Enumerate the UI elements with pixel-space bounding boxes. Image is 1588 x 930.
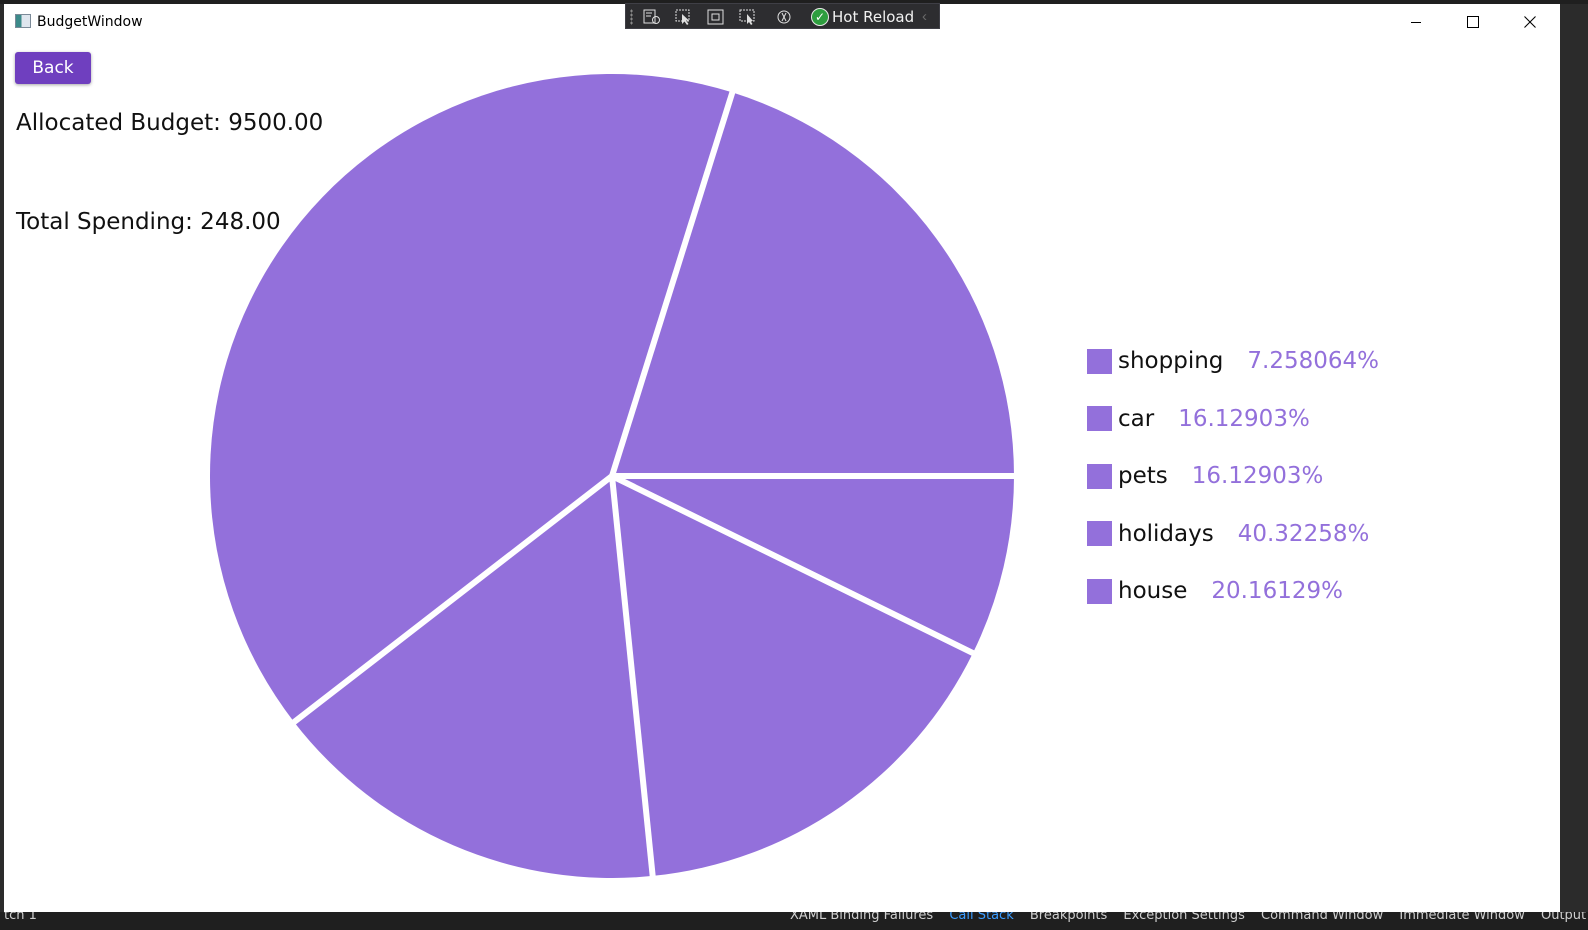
legend-percentage: 20.16129% <box>1211 578 1343 604</box>
hot-reload-toolbar: ✓ Hot Reload ‹ <box>625 3 940 29</box>
close-button[interactable] <box>1502 4 1558 40</box>
legend-swatch <box>1087 578 1112 604</box>
ide-background-top <box>0 0 1588 4</box>
spending-pie-chart <box>210 74 1014 878</box>
pie-slice-car <box>612 476 973 876</box>
collapse-toolbar-icon[interactable]: ‹ <box>922 8 927 25</box>
legend-percentage: 16.12903% <box>1191 463 1324 489</box>
display-adorners-icon[interactable] <box>706 8 726 26</box>
live-visual-tree-icon[interactable] <box>642 8 662 26</box>
budget-window: BudgetWindow Back Allocated Budget: 9500… <box>4 4 1560 912</box>
ide-tab-command-window[interactable]: Command Window <box>1261 912 1384 923</box>
legend-swatch <box>1087 521 1112 546</box>
ide-status-bar: tch 1 XAML Binding Failures Call Stack B… <box>0 912 1588 930</box>
legend-label: car <box>1118 405 1155 432</box>
legend-percentage: 16.12903% <box>1178 405 1310 432</box>
back-button[interactable]: Back <box>15 52 91 84</box>
close-icon <box>1524 16 1536 28</box>
legend-item-house: house 20.16129% <box>1087 578 1343 604</box>
binding-failures-icon[interactable] <box>774 8 794 26</box>
pie-slice-house <box>612 92 1014 477</box>
allocated-budget-text: Allocated Budget: 9500.00 <box>16 110 324 136</box>
ide-tab-output[interactable]: Output <box>1540 912 1587 923</box>
maximize-icon <box>1467 16 1479 28</box>
legend-label: house <box>1118 578 1188 604</box>
ide-status-left: tch 1 <box>4 912 37 923</box>
pie-slice-holidays <box>210 74 733 723</box>
ide-tab-breakpoints[interactable]: Breakpoints <box>1029 912 1108 923</box>
title-bar[interactable]: BudgetWindow <box>4 4 1560 42</box>
legend-label: pets <box>1118 463 1168 489</box>
pie-slice-separator <box>609 475 656 878</box>
minimize-icon <box>1411 22 1421 23</box>
pie-slice-separator <box>610 473 977 657</box>
legend-percentage: 40.32258% <box>1237 520 1370 547</box>
toolbar-grip-icon[interactable] <box>630 9 633 25</box>
track-focus-icon[interactable] <box>738 8 758 26</box>
pie-slice-separator <box>290 473 614 726</box>
legend-label: holidays <box>1118 520 1214 547</box>
hot-reload-status-icon: ✓ <box>811 8 829 26</box>
pie-slice-separator <box>609 89 736 477</box>
legend-swatch <box>1087 463 1112 489</box>
maximize-button[interactable] <box>1445 4 1501 40</box>
ide-tab-exception-settings[interactable]: Exception Settings <box>1123 912 1245 923</box>
legend-item-shopping: shopping 7.258064% <box>1087 348 1379 374</box>
hot-reload-label[interactable]: Hot Reload <box>832 8 915 26</box>
legend-label: shopping <box>1118 348 1224 374</box>
app-window-icon <box>15 14 31 28</box>
legend-percentage: 7.258064% <box>1247 348 1380 374</box>
ide-tab-xaml-binding-failures[interactable]: XAML Binding Failures <box>790 912 934 923</box>
total-spending-text: Total Spending: 248.00 <box>16 209 281 235</box>
legend-swatch <box>1087 406 1112 431</box>
legend-item-pets: pets 16.12903% <box>1087 463 1323 489</box>
ide-tab-call-stack[interactable]: Call Stack <box>949 912 1014 923</box>
select-element-icon[interactable] <box>674 8 694 26</box>
window-title: BudgetWindow <box>37 14 143 30</box>
legend-item-car: car 16.12903% <box>1087 406 1310 432</box>
minimize-button[interactable] <box>1388 4 1444 40</box>
pie-slice-pets <box>294 476 653 878</box>
pie-slice-shopping <box>612 476 1014 654</box>
ide-tab-immediate-window[interactable]: Immediate Window <box>1399 912 1525 923</box>
legend-item-holidays: holidays 40.32258% <box>1087 521 1369 547</box>
ide-tool-tabs: XAML Binding Failures Call Stack Breakpo… <box>790 912 1588 923</box>
legend-swatch <box>1087 348 1112 374</box>
